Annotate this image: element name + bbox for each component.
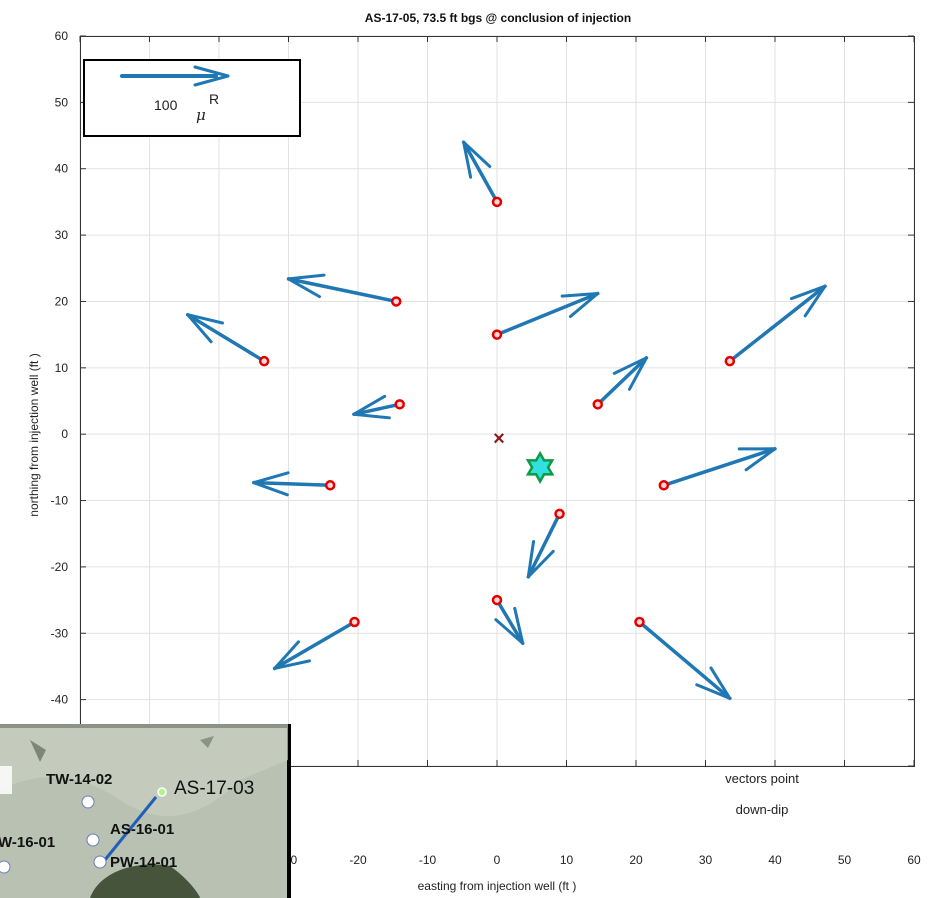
scale-unit: μ	[196, 106, 206, 124]
x-tick-label: 0	[494, 853, 501, 867]
chart-title: AS-17-05, 73.5 ft bgs @ conclusion of in…	[365, 11, 631, 25]
vector-shaft	[596, 356, 649, 407]
y-tick-label: 0	[61, 427, 68, 441]
vector-head	[737, 447, 777, 472]
y-tick-label: 60	[55, 29, 69, 43]
vector-head	[494, 606, 525, 645]
vector-shaft	[461, 140, 499, 204]
y-tick-label: -30	[51, 626, 69, 640]
x-tick-label: -10	[419, 853, 437, 867]
vector-head	[273, 640, 312, 670]
inset-label-as-16-01: AS-16-01	[110, 821, 174, 838]
station-point	[324, 480, 336, 491]
station-point	[634, 616, 645, 628]
vector-head	[186, 313, 224, 344]
dark-terrain	[90, 864, 200, 898]
vector-shaft	[272, 620, 357, 671]
inset-label-w-16-01: W-16-01	[0, 834, 55, 851]
station-point	[258, 355, 270, 367]
note-line-1: vectors point	[725, 771, 799, 786]
station-points	[258, 196, 736, 628]
x-tick-label: -20	[349, 853, 367, 867]
well-markers	[0, 787, 167, 874]
terrain-patch	[30, 740, 46, 762]
vector-head	[352, 394, 391, 420]
scale-label: 100	[154, 97, 178, 113]
vector-shaft	[526, 512, 562, 579]
y-tick-label: 50	[55, 95, 69, 109]
inset-label-tw-14-02: TW-14-02	[46, 771, 112, 788]
note-box	[682, 768, 878, 824]
station-point	[491, 594, 503, 606]
vector-head	[790, 284, 827, 318]
station-point	[658, 480, 670, 491]
site-line	[98, 796, 158, 867]
station-point	[349, 616, 360, 628]
vector-shaft	[286, 277, 398, 304]
y-tick-label: -10	[51, 494, 69, 508]
site-map-inset: TW-14-02 AS-17-03 AS-16-01 W-16-01 PW-14…	[0, 724, 291, 898]
scale-legend: 100 μ R	[83, 59, 301, 137]
vector-layer	[185, 140, 827, 701]
plot-frame	[80, 36, 915, 767]
x-tick-label: 20	[629, 853, 643, 867]
vector-head	[526, 540, 555, 579]
vector-head	[462, 140, 492, 179]
vector-shaft	[185, 312, 266, 363]
vector-shaft	[495, 291, 600, 337]
vector-head	[252, 471, 290, 497]
y-tick-label: -20	[51, 560, 69, 574]
x-tick-label: 40	[768, 853, 782, 867]
vector-head	[287, 273, 326, 299]
vector-head	[560, 291, 600, 319]
vector-shaft	[662, 447, 777, 488]
y-tick-label: -40	[51, 693, 69, 707]
origin-marker: ×	[493, 428, 505, 450]
note-line-2: down-dip	[736, 802, 789, 817]
station-point	[724, 355, 736, 367]
y-tick-label: 30	[55, 228, 69, 242]
station-point	[394, 399, 405, 410]
station-point	[592, 399, 604, 410]
terrain-patch	[200, 736, 214, 748]
vector-shaft	[352, 402, 402, 417]
vector-head	[695, 666, 732, 700]
star-marker	[525, 450, 555, 484]
x-tick-label: 50	[838, 853, 852, 867]
station-point	[491, 329, 503, 340]
station-point	[491, 196, 503, 208]
y-tick-label: 40	[55, 162, 69, 176]
vector-shaft	[252, 480, 332, 488]
x-tick-label: 30	[699, 853, 713, 867]
y-tick-label: 10	[55, 361, 69, 375]
x-axis-label: easting from injection well (ft )	[418, 879, 577, 893]
station-point	[554, 508, 565, 520]
vector-shaft	[495, 598, 525, 645]
grid-lines	[79, 35, 915, 767]
station-point	[390, 296, 402, 307]
x-tick-label: 60	[907, 853, 921, 867]
vector-shaft	[637, 620, 732, 701]
inset-label-pw-14-01: PW-14-01	[110, 854, 177, 871]
y-axis-label: northing from injection well (ft )	[27, 353, 41, 516]
vector-head	[612, 356, 648, 391]
inset-label-as-17-03: AS-17-03	[174, 778, 254, 799]
scale-unit-sup: R	[209, 91, 219, 107]
scale-arrow-head	[193, 65, 230, 87]
y-tick-label: 20	[55, 294, 69, 308]
x-tick-label: 10	[560, 853, 574, 867]
vector-shaft	[728, 284, 827, 363]
